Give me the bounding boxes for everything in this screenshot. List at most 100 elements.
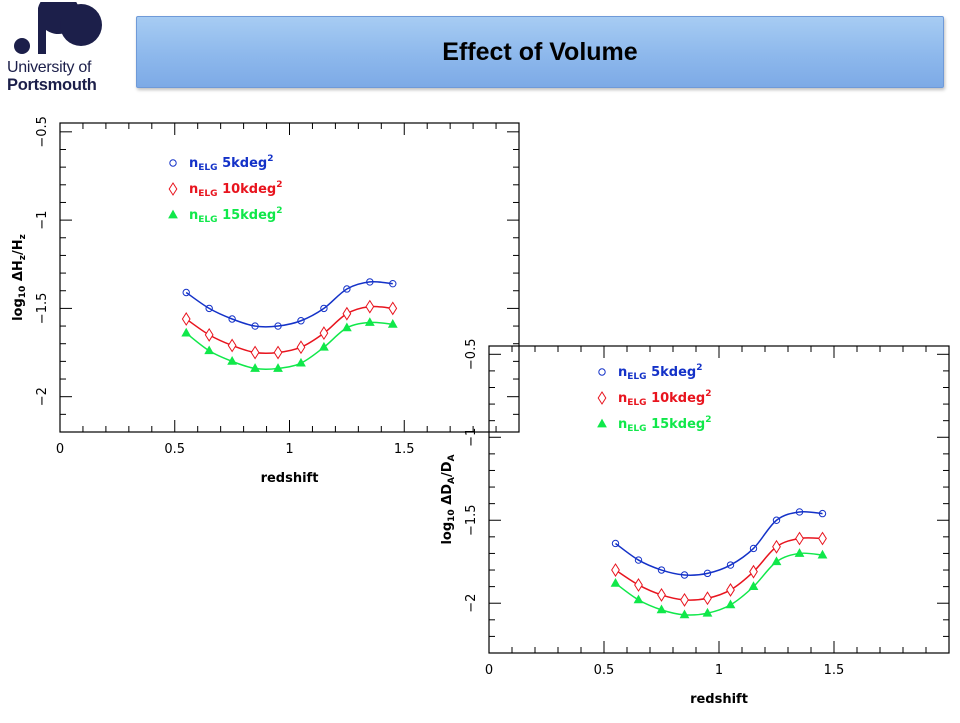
legend-subscript: ELG bbox=[627, 398, 646, 408]
data-point-15kdeg bbox=[679, 609, 690, 619]
legend-superscript: 2 bbox=[696, 363, 702, 373]
x-tick-label: 0 bbox=[485, 663, 493, 678]
data-point-15kdeg bbox=[817, 549, 828, 559]
y-label-part: ΔD bbox=[440, 484, 455, 510]
data-point-10kdeg bbox=[680, 592, 689, 607]
hz-error-chart: 0 0.5 1 1.5 −0.5 −1 −1.5 −2 redshift log10 ΔHz/Hz… bbox=[0, 108, 530, 508]
x-axis-label: redshift bbox=[690, 692, 748, 707]
page-title: Effect of Volume bbox=[442, 37, 638, 66]
data-point-5kdeg bbox=[228, 315, 236, 323]
x-tick-label: 0 bbox=[56, 442, 64, 457]
legend-entry-15kdeg: nELG 15kdeg2 bbox=[189, 206, 283, 225]
title-banner: Effect of Volume bbox=[136, 16, 944, 88]
y-tick-label: −1.5 bbox=[35, 293, 50, 325]
data-point-5kdeg bbox=[726, 561, 735, 569]
data-point-5kdeg bbox=[657, 566, 666, 574]
data-point-5kdeg bbox=[634, 556, 643, 564]
legend-label: 5kdeg bbox=[647, 365, 697, 380]
data-point-10kdeg bbox=[342, 306, 352, 321]
data-point-5kdeg bbox=[320, 304, 328, 313]
legend-entry-15kdeg: nELG 15kdeg2 bbox=[618, 415, 712, 434]
data-point-15kdeg bbox=[227, 356, 238, 365]
data-point-10kdeg bbox=[204, 327, 214, 342]
university-logo: University of Portsmouth bbox=[4, 2, 118, 96]
data-point-15kdeg bbox=[364, 317, 375, 326]
data-point-15kdeg bbox=[633, 594, 644, 604]
y-label-part: ΔH bbox=[11, 260, 26, 285]
data-point-15kdeg bbox=[748, 581, 759, 591]
data-point-5kdeg bbox=[297, 317, 305, 325]
data-point-15kdeg bbox=[725, 599, 736, 609]
y-label-subscript: 10 bbox=[18, 286, 28, 299]
data-point-5kdeg bbox=[818, 509, 827, 518]
data-point-10kdeg bbox=[703, 591, 712, 606]
logo-line-university: University of bbox=[7, 59, 92, 76]
y-label-part: /H bbox=[11, 239, 26, 255]
data-point-10kdeg bbox=[611, 563, 620, 577]
series-line-15kdeg bbox=[615, 552, 823, 616]
legend-label: 10kdeg bbox=[218, 182, 277, 197]
legend-subscript: ELG bbox=[627, 424, 646, 434]
legend-label: 15kdeg bbox=[218, 208, 277, 223]
data-point-5kdeg bbox=[389, 279, 397, 288]
data-point-5kdeg bbox=[772, 516, 781, 524]
x-tick-label: 0.5 bbox=[594, 663, 615, 678]
series-line-10kdeg bbox=[185, 305, 393, 355]
data-point-15kdeg bbox=[610, 577, 621, 587]
legend-n: n bbox=[189, 182, 198, 197]
data-point-5kdeg bbox=[343, 285, 351, 293]
data-point-10kdeg bbox=[181, 312, 191, 326]
data-point-15kdeg bbox=[341, 322, 352, 332]
y-axis-label: log10 ΔHz/Hz bbox=[11, 234, 28, 321]
data-point-15kdeg bbox=[181, 327, 192, 337]
legend-n: n bbox=[189, 208, 198, 223]
legend-n: n bbox=[618, 417, 627, 432]
x-tick-label: 1 bbox=[715, 663, 723, 678]
legend-marker-10kdeg bbox=[597, 391, 607, 405]
data-point-10kdeg bbox=[250, 345, 260, 360]
legend-subscript: ELG bbox=[198, 163, 217, 173]
y-tick-label: −0.5 bbox=[35, 116, 50, 148]
x-tick-label: 1.5 bbox=[824, 663, 845, 678]
y-label-subscript: z bbox=[18, 255, 28, 260]
legend-marker-5kdeg bbox=[169, 159, 177, 167]
legend-entry-5kdeg: nELG 5kdeg2 bbox=[618, 363, 702, 382]
series-line-5kdeg bbox=[185, 280, 393, 328]
y-label-subscript: A bbox=[447, 477, 457, 484]
x-tick-label: 1.5 bbox=[394, 442, 415, 457]
data-point-10kdeg bbox=[319, 326, 329, 341]
data-point-10kdeg bbox=[818, 531, 827, 546]
legend-superscript: 2 bbox=[705, 415, 711, 425]
data-point-10kdeg bbox=[634, 578, 643, 592]
data-point-5kdeg bbox=[366, 278, 374, 286]
data-point-10kdeg bbox=[772, 539, 781, 554]
data-point-15kdeg bbox=[250, 363, 260, 372]
x-tick-label: 0.5 bbox=[164, 442, 185, 457]
legend-entry-10kdeg: nELG 10kdeg2 bbox=[189, 180, 283, 199]
data-point-15kdeg bbox=[794, 548, 805, 557]
logo-dots-icon bbox=[14, 2, 102, 54]
legend-label: 15kdeg bbox=[647, 417, 706, 432]
data-point-5kdeg bbox=[680, 571, 689, 579]
y-tick-label: −2 bbox=[35, 387, 50, 406]
legend-n: n bbox=[618, 365, 627, 380]
legend-marker-10kdeg bbox=[168, 182, 178, 196]
data-point-10kdeg bbox=[273, 345, 283, 360]
data-point-5kdeg bbox=[703, 569, 712, 578]
legend-label: 10kdeg bbox=[647, 391, 706, 406]
data-point-15kdeg bbox=[387, 318, 398, 328]
logo-line-portsmouth: Portsmouth bbox=[7, 76, 97, 94]
data-point-10kdeg bbox=[795, 531, 804, 546]
data-point-15kdeg bbox=[771, 556, 782, 566]
data-point-5kdeg bbox=[749, 544, 758, 553]
legend-superscript: 2 bbox=[276, 206, 282, 216]
y-label-subscript: A bbox=[447, 454, 457, 461]
x-axis-label: redshift bbox=[261, 471, 319, 486]
da-error-chart: 0 0.5 1 1.5 −0.5 −1 −1.5 −2 redshift log10 ΔDA/DA… bbox=[434, 328, 958, 718]
y-axis-label: log10 ΔDA/DA bbox=[440, 454, 457, 544]
y-tick-label: −0.5 bbox=[464, 339, 479, 371]
y-label-subscript: 10 bbox=[447, 509, 457, 522]
legend-entry-5kdeg: nELG 5kdeg2 bbox=[189, 154, 273, 173]
legend-marker-5kdeg bbox=[598, 368, 606, 376]
